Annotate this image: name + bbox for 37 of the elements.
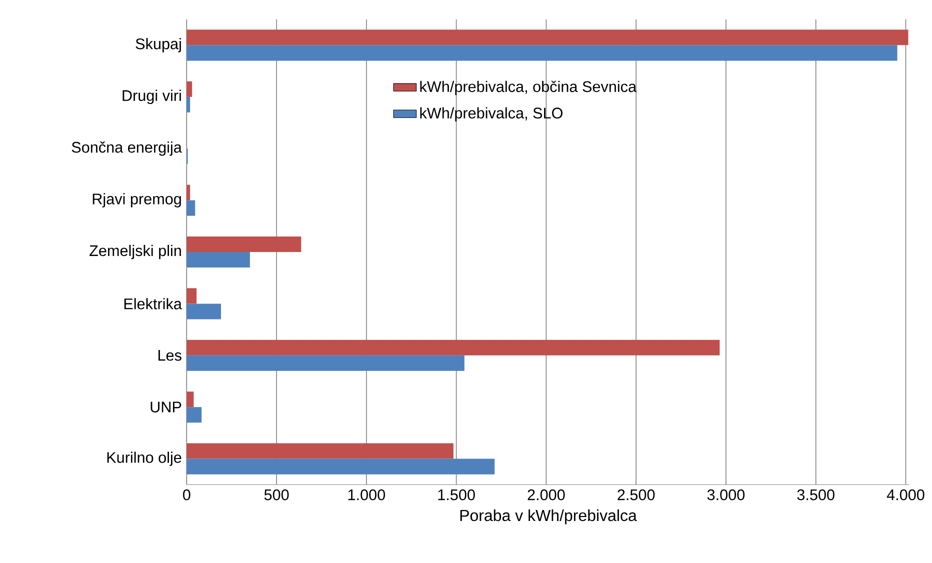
bar [186,82,192,98]
x-tick-label: 1.000 [348,490,386,500]
bar [186,236,302,252]
x-tick-label: 1.500 [438,490,475,500]
y-tick-label: Sončna energija [72,142,182,156]
y-tick-label: Skupaj [136,38,181,52]
x-axis-title: Poraba v kWh/prebivalca [460,510,637,524]
y-tick-label: Les [158,350,182,361]
bar [186,200,196,216]
x-tick-label: 3.000 [707,490,745,500]
x-tick-label: 4.000 [886,490,924,500]
bar [186,97,190,113]
x-tick-label: 500 [264,490,289,500]
x-tick-label: 2.000 [528,490,565,500]
x-tick-label: 3.500 [797,490,834,500]
legend-label: kWh/prebivalca, SLO [420,107,562,122]
bar [186,184,190,200]
bar [186,392,194,408]
bar [186,407,202,423]
bar [186,458,495,474]
y-tick-label: UNP [150,402,182,413]
y-tick-label: Kurilno olje [107,452,182,466]
legend-label: kWh/prebivalca, občina Sevnica [420,80,637,96]
y-tick-label: Elektrika [124,298,182,310]
bar [186,30,908,46]
bar [186,304,222,320]
y-tick-label: Rjavi premog [92,193,181,208]
bar [186,443,454,459]
bar [186,340,720,356]
bar [186,288,197,304]
bar [186,252,250,268]
x-tick-label: 0 [183,490,190,500]
bar [186,356,464,372]
y-tick-label: Drugi viri [122,90,181,104]
x-tick-label: 2.500 [618,490,655,500]
bar [186,45,898,61]
y-tick-label: Zemeljski plin [90,245,181,260]
